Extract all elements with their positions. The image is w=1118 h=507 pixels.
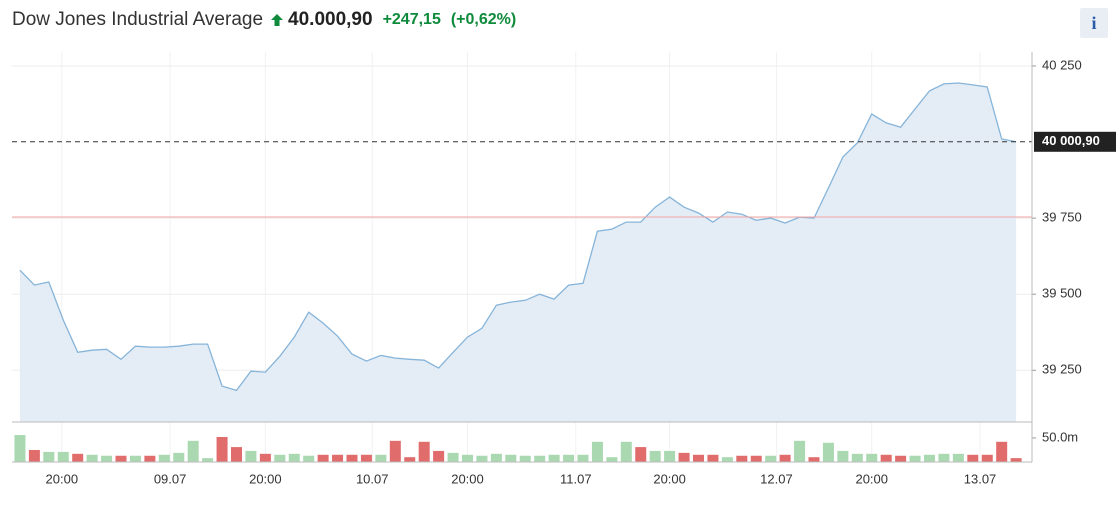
volume-bar [1010, 458, 1022, 462]
volume-bar [765, 455, 777, 462]
volume-bar [158, 454, 170, 462]
volume-bar [231, 447, 243, 462]
volume-bar [822, 442, 834, 462]
area [19, 83, 1017, 422]
up-arrow [271, 14, 284, 26]
volume-bar [548, 454, 560, 462]
volume-bar [115, 455, 127, 462]
volume-bar [577, 454, 589, 462]
volume-bar [938, 453, 950, 462]
volume-bar [404, 457, 416, 462]
x-tick-label: 20:00 [46, 471, 79, 486]
volume-bar [909, 455, 921, 462]
volume-bar [245, 450, 257, 462]
volume-bar [86, 454, 98, 462]
volume-bar [519, 455, 531, 462]
y-tick-label: 50.0m [1042, 429, 1078, 444]
x-tick-label: 20:00 [451, 471, 484, 486]
volume-bar [649, 450, 661, 462]
volume-bar [303, 455, 315, 462]
volume-bar [952, 453, 964, 462]
volume-bar [606, 457, 618, 462]
volume-bar [216, 436, 228, 462]
volume-bar [880, 454, 892, 462]
volume-bar [476, 455, 488, 462]
change-pct: (+0,62%) [450, 11, 517, 28]
volume-bar [591, 441, 603, 462]
volume-bar [57, 451, 69, 462]
volume-bar [635, 447, 647, 462]
volume-bar [692, 454, 704, 462]
x-tick-label: 20:00 [249, 471, 282, 486]
volume-bar [447, 452, 459, 462]
volume-bar [563, 454, 575, 462]
x-tick-label: 20:00 [855, 471, 888, 486]
last-price: 40.000,90 [288, 9, 373, 30]
volume-bar [433, 450, 445, 462]
last-value-tag [1034, 131, 1116, 152]
volume-bar [923, 454, 935, 462]
header: Dow Jones Industrial Average 40.000,90 +… [12, 6, 516, 34]
volume-bar [534, 455, 546, 462]
y-tick-label: 39 500 [1042, 286, 1082, 301]
volume-bar [173, 452, 185, 462]
volume-bar [866, 453, 878, 462]
volume-bar [43, 451, 55, 462]
volume-bar [14, 435, 26, 462]
volume-bar [678, 452, 690, 462]
volume-bar [187, 440, 199, 462]
volume-bar [664, 450, 676, 462]
volume-bar [129, 455, 141, 462]
volume-bar [620, 441, 632, 462]
volume-bar [144, 455, 156, 462]
chart-title: Dow Jones Industrial Average [12, 9, 264, 30]
volume-bar [202, 458, 214, 462]
y-tick-label: 40 250 [1042, 57, 1082, 72]
volume-bar [461, 454, 473, 462]
x-tick-label: 09.07 [154, 471, 187, 486]
volume-bar [895, 455, 907, 462]
volume-bar [837, 450, 849, 462]
volume-bar [346, 454, 358, 462]
y-tick-label: 39 750 [1042, 210, 1082, 225]
volume-bar [794, 440, 806, 462]
volume-bar [317, 454, 329, 462]
volume-bar [750, 455, 762, 462]
volume-bar [490, 453, 502, 462]
volume-bar [274, 454, 286, 462]
volume-bar [967, 454, 979, 462]
x-tick-label: 13.07 [964, 471, 997, 486]
volume-bar [779, 454, 791, 462]
volume-bar [375, 454, 387, 462]
x-tick-label: 11.07 [560, 471, 592, 486]
line [19, 82, 1017, 392]
change: +247,15 [382, 11, 441, 28]
y-tick-label: 39 250 [1042, 362, 1082, 377]
x-tick-label: 12.07 [760, 471, 793, 486]
volume-bar [72, 453, 84, 462]
volume-bar [389, 440, 401, 462]
volume-bar [28, 449, 40, 462]
volume-bar [418, 441, 430, 462]
volume-bar [851, 453, 863, 462]
volume-bar [101, 455, 113, 462]
volume-bar [707, 454, 719, 462]
volume-bar [996, 441, 1008, 462]
volume-bar [259, 453, 271, 462]
volume-bar [981, 454, 993, 462]
volume-bar [505, 454, 517, 462]
volume-bar [808, 457, 820, 462]
volume-bar [360, 454, 372, 462]
volume-bar [288, 453, 300, 462]
info-button[interactable]: i [1080, 8, 1108, 38]
volume-bar [736, 455, 748, 462]
last-value-label: 40 000,90 [1042, 133, 1100, 148]
volume-bar [721, 457, 733, 462]
x-tick-label: 10.07 [356, 471, 389, 486]
x-tick-label: 20:00 [653, 471, 686, 486]
volume-bar [332, 454, 344, 462]
